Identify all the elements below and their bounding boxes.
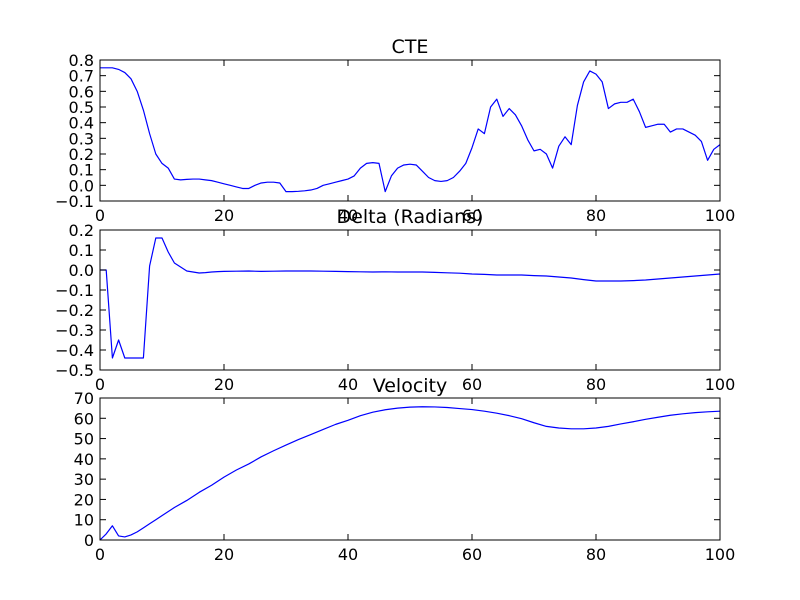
velocity-series-line-0 [99,406,721,541]
velocity-x-tick-label: 20 [214,545,234,564]
delta-y-tick-label: 0.1 [69,241,94,260]
velocity-x-tick-label: 60 [462,545,482,564]
cte-y-tick-label: 0.4 [69,114,94,133]
cte-axes-frame [99,59,721,202]
delta-axes-frame [99,229,721,371]
cte-y-tick-label: 0.0 [69,176,94,195]
delta-chart-title: Delta (Radians) [337,206,484,228]
cte-x-tick-label: 20 [214,206,234,225]
cte-x-tick-label: 40 [338,206,358,225]
velocity-y-tick-label: 20 [74,490,94,509]
delta-chart: 0 20 40 60 80 100 −0.5−0.4−0.3−0.2−0.10.00.10.… [55,206,735,394]
velocity-y-tick-label: 70 [74,389,94,408]
velocity-x-tick-label: 100 [705,545,736,564]
cte-chart-title: CTE [392,36,429,58]
cte-y-tick-label: 0.2 [69,145,94,164]
delta-y-tick-label: −0.1 [55,281,94,300]
delta-y-tick-label: −0.4 [55,341,94,360]
delta-x-tick-label: 80 [586,375,606,394]
cte-y-tick-label: 0.7 [69,67,94,86]
delta-y-tick-label: 0.2 [69,221,94,240]
velocity-x-tick-label: 40 [338,545,358,564]
cte-y-tick-label: −0.1 [55,192,94,211]
velocity-y-tick-label: 10 [74,511,94,530]
velocity-axes-frame [99,397,721,541]
cte-y-tick-label: 0.8 [69,51,94,70]
velocity-y-tick-label: 40 [74,450,94,469]
cte-series-line-0 [100,67,721,193]
velocity-x-tick-label: 0 [95,545,105,564]
cte-chart: 0 20 40 60 80 100 −0.10.00.10.20.30.40.50.60.7… [55,36,735,225]
cte-y-tick-label: 0.5 [69,98,94,117]
delta-y-tick-label: −0.3 [55,321,94,340]
cte-x-tick-label: 60 [462,206,482,225]
cte-x-tick-label: 80 [586,206,606,225]
cte-x-tick-label: 0 [95,206,105,225]
cte-y-tick-label: 0.1 [69,161,94,180]
delta-y-tick-label: −0.5 [55,361,94,380]
delta-x-tick-label: 40 [338,375,358,394]
velocity-y-tick-label: 0 [84,531,94,550]
delta-series-line-0 [100,237,721,359]
delta-y-tick-label: −0.2 [55,301,94,320]
velocity-chart-title: Velocity [373,375,448,397]
cte-y-tick-label: 0.3 [69,129,94,148]
delta-x-tick-label: 100 [705,375,736,394]
velocity-y-tick-label: 60 [74,409,94,428]
velocity-x-tick-label: 80 [586,545,606,564]
delta-x-tick-label: 0 [95,375,105,394]
velocity-y-tick-label: 50 [74,430,94,449]
cte-y-tick-label: 0.6 [69,82,94,101]
delta-x-tick-label: 60 [462,375,482,394]
delta-x-tick-label: 20 [214,375,234,394]
delta-y-tick-label: 0.0 [69,261,94,280]
velocity-y-tick-label: 30 [74,470,94,489]
cte-x-tick-label: 100 [705,206,736,225]
